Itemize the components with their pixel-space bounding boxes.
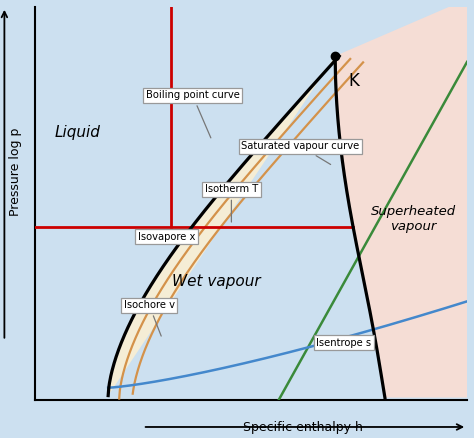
Text: Saturated vapour curve: Saturated vapour curve — [241, 141, 360, 165]
Text: Isentrope s: Isentrope s — [316, 338, 372, 348]
Polygon shape — [335, 0, 467, 398]
Text: Isochore v: Isochore v — [124, 300, 175, 336]
Text: Pressure log p: Pressure log p — [9, 127, 22, 216]
Text: K: K — [348, 72, 359, 90]
Polygon shape — [108, 56, 385, 398]
Text: Boiling point curve: Boiling point curve — [146, 90, 239, 138]
Text: Superheated
vapour: Superheated vapour — [371, 205, 456, 233]
Text: Isotherm T: Isotherm T — [205, 184, 258, 222]
Text: Specific enthalpy h: Specific enthalpy h — [243, 421, 363, 434]
Text: Isovapore x: Isovapore x — [138, 232, 195, 242]
Text: Liquid: Liquid — [55, 125, 101, 140]
Text: Wet vapour: Wet vapour — [172, 274, 261, 289]
